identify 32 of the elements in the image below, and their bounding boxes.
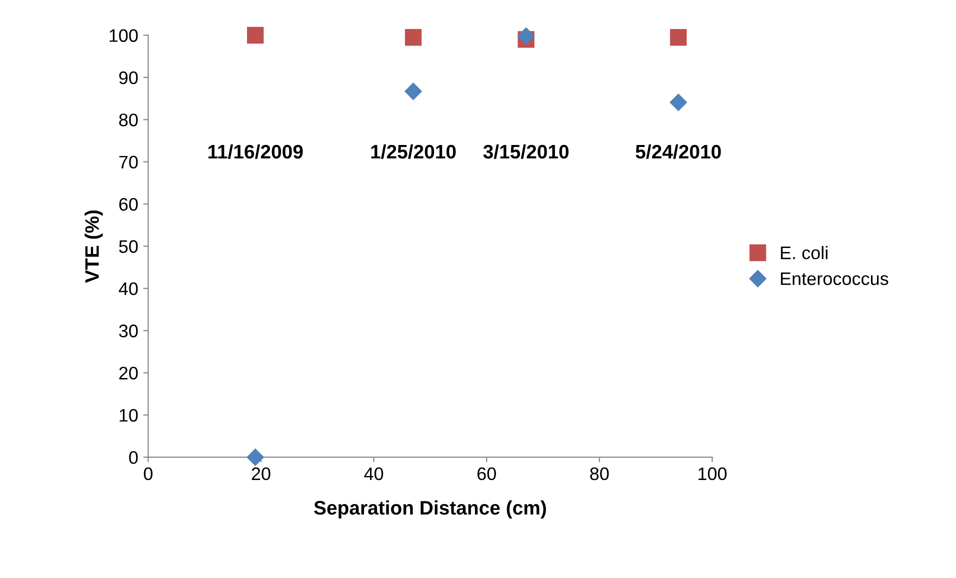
y-tick-label: 70 <box>119 156 138 169</box>
point <box>404 82 422 100</box>
x-tick-label: 0 <box>144 467 152 480</box>
y-tick-label: 90 <box>119 71 138 84</box>
x-tick-label: 40 <box>364 467 384 480</box>
x-axis-title: Separation Distance (cm) <box>314 500 546 519</box>
y-tick-label: 10 <box>120 408 138 422</box>
x-tick-label: 20 <box>252 467 270 480</box>
annotation: 11/16/2009 <box>208 144 303 159</box>
annotation: 5/24/2010 <box>636 144 721 159</box>
y-tick-label: 50 <box>119 240 138 253</box>
legend-label: E. coli <box>780 246 828 260</box>
y-tick-label: 80 <box>119 114 138 126</box>
y-tick-label: 0 <box>129 451 138 464</box>
x-tick-label: 100 <box>698 467 727 480</box>
y-tick-label: 40 <box>118 282 138 296</box>
annotation: 3/15/2010 <box>483 144 569 159</box>
x-tick-label: 80 <box>590 467 609 480</box>
y-tick-label: 100 <box>110 29 138 42</box>
y-axis-title: VTE (%) <box>84 210 103 283</box>
y-tick-label: 20 <box>119 366 138 380</box>
point <box>670 94 687 111</box>
y-tick-label: 30 <box>119 324 138 338</box>
point <box>404 29 422 46</box>
point <box>246 448 264 466</box>
annotation: 1/25/2010 <box>371 144 456 159</box>
point <box>518 28 535 45</box>
point <box>247 26 264 44</box>
point <box>670 29 687 46</box>
legend-label: Enterococcus <box>780 272 888 286</box>
y-tick-label: 60 <box>119 198 138 211</box>
x-tick-label: 60 <box>477 467 496 480</box>
